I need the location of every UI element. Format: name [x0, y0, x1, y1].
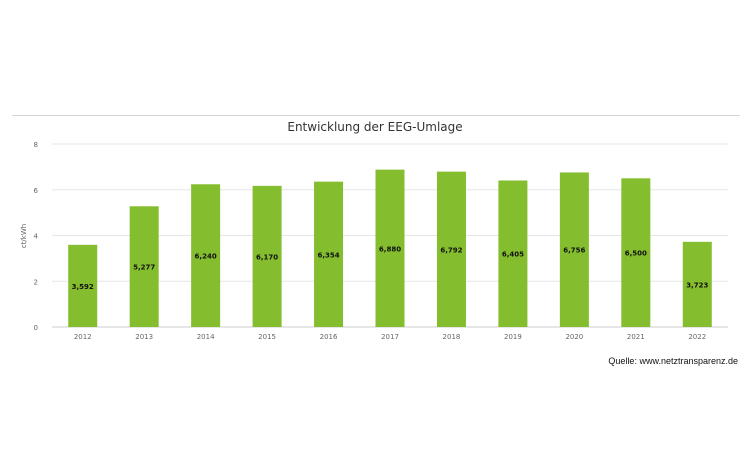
x-tick-label: 2012: [74, 333, 92, 341]
bar[interactable]: [252, 185, 282, 327]
x-tick-label: 2022: [688, 333, 706, 341]
y-axis-ticks: 0 2 4 6 8: [34, 141, 39, 332]
bar-data-label: 6,500: [625, 250, 647, 258]
bar[interactable]: [68, 244, 98, 327]
bar-data-label: 6,170: [256, 253, 278, 261]
y-tick-label: 4: [34, 233, 39, 241]
x-tick-label: 2017: [381, 333, 399, 341]
x-tick-label: 2020: [565, 333, 583, 341]
y-axis-label: ct/kWh: [20, 224, 28, 248]
bar[interactable]: [498, 180, 528, 327]
y-tick-label: 6: [34, 187, 39, 195]
x-tick-label: 2015: [258, 333, 276, 341]
y-tick-label: 0: [34, 324, 38, 332]
top-divider: [12, 115, 740, 116]
bar[interactable]: [621, 178, 651, 327]
x-tick-label: 2014: [197, 333, 215, 341]
bar-data-label: 6,240: [195, 253, 217, 261]
x-tick-label: 2021: [627, 333, 645, 341]
bar[interactable]: [314, 181, 344, 327]
bar[interactable]: [129, 206, 159, 327]
source-note: Quelle: www.netztransparenz.de: [608, 356, 738, 366]
bar[interactable]: [559, 172, 589, 327]
y-tick-label: 2: [34, 278, 38, 286]
bar-data-label: 3,723: [686, 281, 708, 289]
bar-data-label: 6,354: [317, 251, 339, 259]
bar-data-label: 5,277: [133, 264, 155, 272]
bar-data-label: 3,592: [72, 283, 94, 291]
bar[interactable]: [191, 184, 221, 327]
bar-data-label: 6,792: [440, 246, 462, 254]
bar-data-label: 6,880: [379, 245, 401, 253]
x-tick-label: 2018: [443, 333, 461, 341]
bar-data-label: 6,756: [563, 247, 585, 255]
bars: [68, 169, 712, 327]
x-tick-label: 2013: [135, 333, 153, 341]
bar-value-labels: 3,592 5,277 6,240 6,170 6,354 6,880 6,792 6,405…: [72, 245, 709, 291]
bar-data-label: 6,405: [502, 251, 524, 259]
bar[interactable]: [375, 169, 405, 327]
x-tick-label: 2019: [504, 333, 522, 341]
x-axis-ticks: 2012 2013 2014 2015 2016 2017 2018 2019 2020 2021…: [74, 333, 706, 341]
chart-title: Entwicklung der EEG-Umlage: [287, 120, 463, 134]
y-tick-label: 8: [34, 141, 38, 149]
x-tick-label: 2016: [320, 333, 338, 341]
bar[interactable]: [682, 241, 712, 327]
bar[interactable]: [436, 171, 466, 327]
